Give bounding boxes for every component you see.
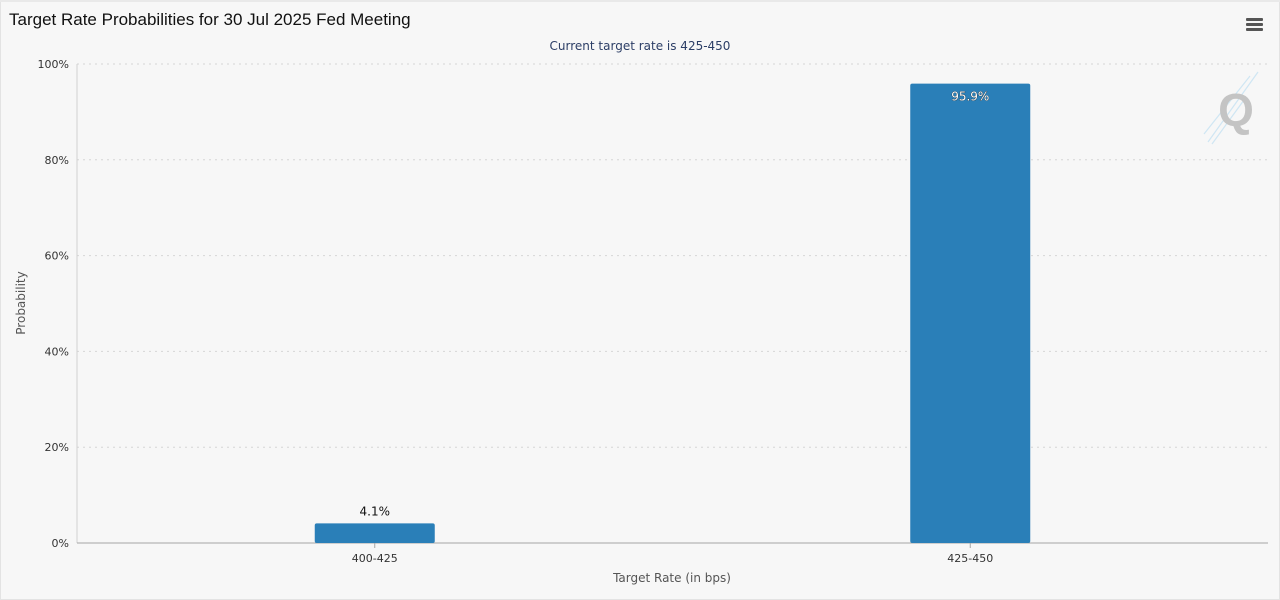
watermark-letter: Q bbox=[1218, 84, 1254, 136]
bar-425-450[interactable] bbox=[910, 83, 1031, 543]
hamburger-menu-icon[interactable] bbox=[1242, 14, 1266, 36]
y-tick-label: 40% bbox=[45, 345, 69, 358]
y-tick-label: 80% bbox=[45, 154, 69, 167]
bar-400-425[interactable] bbox=[314, 523, 435, 543]
quikstrike-logo-icon: Q bbox=[1203, 71, 1259, 145]
chart-title: Target Rate Probabilities for 30 Jul 202… bbox=[9, 10, 411, 29]
x-tick-label: 425-450 bbox=[947, 552, 993, 565]
top-divider bbox=[0, 0, 1280, 2]
chart-subtitle: Current target rate is 425-450 bbox=[550, 39, 731, 53]
y-tick-label: 60% bbox=[45, 250, 69, 263]
data-label: 95.9% bbox=[951, 90, 989, 104]
y-tick-label: 100% bbox=[38, 58, 69, 71]
y-axis-title: Probability bbox=[14, 271, 28, 334]
x-tick-label: 400-425 bbox=[352, 552, 398, 565]
data-label: 4.1% bbox=[360, 504, 391, 518]
y-tick-label: 0% bbox=[52, 537, 69, 550]
y-tick-label: 20% bbox=[45, 441, 69, 454]
x-axis-title: Target Rate (in bps) bbox=[612, 571, 731, 585]
